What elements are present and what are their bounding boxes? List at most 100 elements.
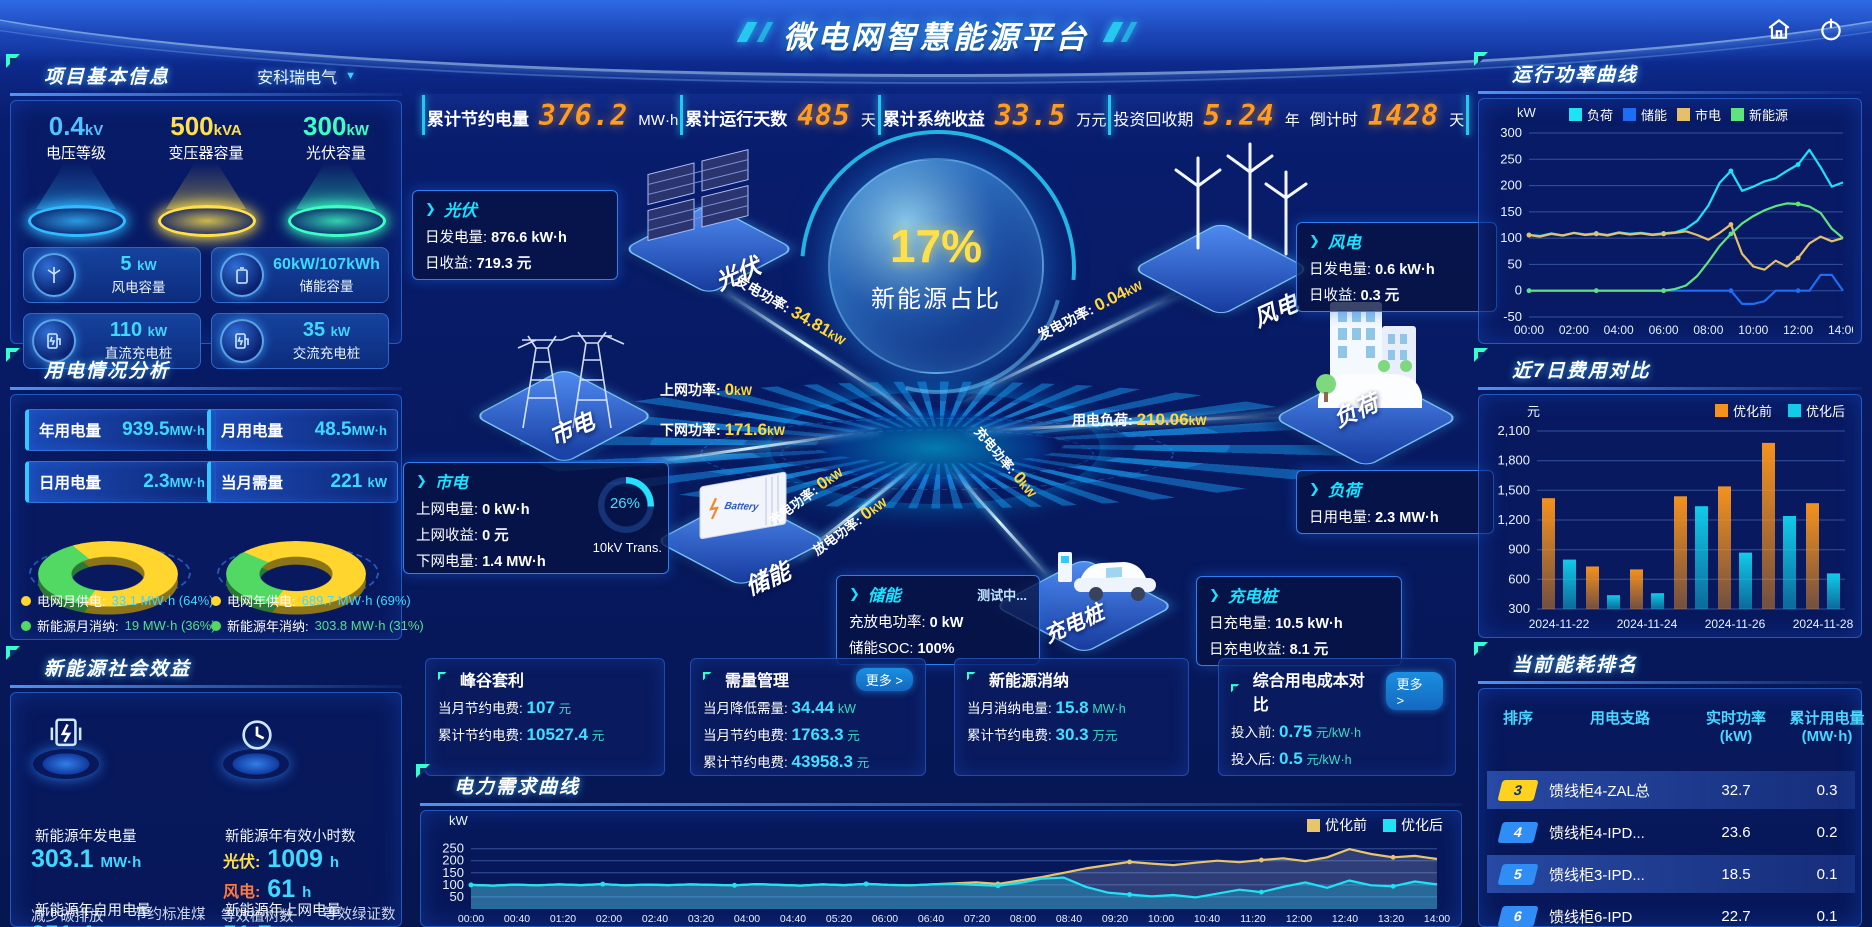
corner-icon <box>416 764 430 778</box>
svg-text:03:20: 03:20 <box>688 913 714 925</box>
svg-text:100: 100 <box>442 877 464 892</box>
kpi-value: 376.2 <box>539 98 629 132</box>
benefit-value: 风电: 61 h <box>223 875 312 903</box>
rank-badge: 6 <box>1497 905 1539 927</box>
kpi-payback: 投资回收期 5.24 年 倒计时 1428 天 <box>1113 99 1464 132</box>
svg-text:00:40: 00:40 <box>504 913 530 925</box>
benefit-label: 节约标准煤 <box>133 907 206 923</box>
svg-text:00:00: 00:00 <box>1514 323 1544 337</box>
svg-text:00:00: 00:00 <box>458 913 484 925</box>
card-new-energy-consumption: 新能源消纳 当月消纳电量: 15.8 MW·h 累计节约电费: 30.3 万元 <box>954 658 1189 776</box>
svg-text:12:00: 12:00 <box>1286 913 1312 925</box>
realtime-power: 22.7 <box>1721 907 1751 925</box>
table-row[interactable]: 3 馈线柜4-ZAL总 32.7 0.3 <box>1487 771 1855 809</box>
company-dropdown[interactable]: 安科瑞电气 ▼ <box>257 64 356 88</box>
panel-header: 电力需求曲线 <box>416 764 1462 806</box>
corner-icon <box>6 54 20 68</box>
svg-text:02:00: 02:00 <box>1559 323 1589 337</box>
kpi-total-income: 累计系统收益 33.5 万元 <box>883 99 1106 132</box>
svg-text:06:00: 06:00 <box>872 913 898 925</box>
svg-text:13:20: 13:20 <box>1378 913 1404 925</box>
benefit-value: 303.1 MW·h <box>31 845 142 873</box>
svg-text:300: 300 <box>1500 125 1522 140</box>
page-title: 微电网智慧能源平台 <box>783 20 1089 55</box>
more-button[interactable]: 更多 > <box>855 667 913 691</box>
y-axis-unit: 元 <box>1527 404 1541 419</box>
kpi-value: 1428 <box>1367 98 1440 132</box>
panel-title: 运行功率曲线 <box>1512 64 1639 86</box>
donut-year-legend: 电网年供电: 689.7 MW·h (69%) 新能源年消纳: 303.8 MW… <box>211 591 424 635</box>
svg-text:200: 200 <box>442 853 464 868</box>
panel-social-benefits: 新能源社会效益 新能源年发电量 303.1 MW·h 新能源年有效小时数 光伏:… <box>6 646 402 927</box>
card-title: 综合用电成本对比 <box>1252 673 1365 714</box>
svg-text:1,500: 1,500 <box>1497 482 1530 497</box>
svg-text:02:00: 02:00 <box>596 913 622 925</box>
svg-text:01:20: 01:20 <box>550 913 576 925</box>
power-icon[interactable] <box>1818 16 1844 42</box>
kpi-unit: MW·h <box>638 111 679 129</box>
svg-text:100: 100 <box>1500 230 1522 245</box>
panel-body: 新能源年发电量 303.1 MW·h 新能源年有效小时数 光伏: 1009 h … <box>10 692 402 927</box>
svg-text:2024-11-26: 2024-11-26 <box>1705 617 1766 631</box>
wind-info-box: ❯ 风电 日发电量: 0.6 kW·h 日收益: 0.3 元 <box>1296 222 1497 312</box>
chevron-right-icon: ❯ <box>1209 587 1220 602</box>
table-rows: 3 馈线柜4-ZAL总 32.7 0.3 4 馈线柜4-IPD... 23.6 0.2 5 馈线柜… <box>1487 771 1855 927</box>
branch-name: 馈线柜4-IPD... <box>1549 824 1645 842</box>
kpi-label: 倒计时 <box>1309 111 1358 129</box>
rank-badge: 4 <box>1497 821 1539 843</box>
panel-body: 年用电量 939.5MW·h 月用电量 48.5MW·h 日用电量 2.3MW·… <box>10 394 424 640</box>
realtime-power: 32.7 <box>1721 781 1751 799</box>
legend-item: 新能源 <box>1731 105 1788 124</box>
svg-text:10:00: 10:00 <box>1148 913 1174 925</box>
svg-text:06:40: 06:40 <box>918 913 944 925</box>
corner-icon <box>703 672 712 681</box>
separator <box>1108 95 1112 135</box>
kpi-value: 485 <box>797 98 851 132</box>
card-title: 新能源消纳 <box>989 673 1070 690</box>
svg-text:08:00: 08:00 <box>1010 913 1036 925</box>
home-icon[interactable] <box>1766 16 1792 42</box>
battery-container-icon: Battery <box>699 471 787 540</box>
transformer-load-gauge <box>598 477 654 533</box>
legend-item: 市电 <box>1677 105 1721 124</box>
stat-voltage-level: 0.4kV 电压等级 <box>17 111 135 239</box>
table-row[interactable]: 5 馈线柜3-IPD... 18.5 0.1 <box>1487 855 1855 893</box>
panel-body: kW 优化前 优化后 50 100 150 200 250 00:00 00:40 01:20 0… <box>420 810 1462 927</box>
donut-year <box>211 507 381 615</box>
kpi-label: 累计运行天数 <box>685 109 788 129</box>
table-row[interactable]: 4 馈线柜4-IPD... 23.6 0.2 <box>1487 813 1855 851</box>
svg-text:50: 50 <box>1508 256 1522 271</box>
chevron-down-icon: ▼ <box>345 70 356 82</box>
generation-icon <box>33 715 99 785</box>
svg-text:04:40: 04:40 <box>780 913 806 925</box>
svg-text:900: 900 <box>1508 542 1530 557</box>
donut-month <box>23 507 193 615</box>
stat-wind-capacity: 5 kW 风电容量 <box>23 247 201 303</box>
card-peak-valley: 峰谷套利 当月节约电费: 107 元 累计节约电费: 10527.4 元 <box>425 658 665 776</box>
kpi-value: 33.5 <box>994 98 1067 132</box>
panel-body: 元 优化前 优化后 300 600 900 1,200 1,500 1,800 2,100 20… <box>1478 394 1862 638</box>
legend-item: 优化后 <box>1787 401 1845 420</box>
svg-text:12:40: 12:40 <box>1332 913 1358 925</box>
buildings-icon <box>1316 302 1422 408</box>
more-button[interactable]: 更多 > <box>1386 672 1443 710</box>
corner-icon <box>967 672 976 681</box>
new-energy-ratio-sphere: 17% 新能源占比 <box>828 158 1044 374</box>
ev-car-icon <box>1058 552 1156 601</box>
svg-text:150: 150 <box>1500 204 1522 219</box>
rank-badge: 5 <box>1497 863 1539 885</box>
svg-text:07:20: 07:20 <box>964 913 990 925</box>
table-row[interactable]: 6 馈线柜6-IPD 22.7 0.1 <box>1487 897 1855 927</box>
donut-month-legend: 电网月供电: 33.1 MW·h (64%) 新能源月消纳: 19 MW·h (… <box>21 591 216 635</box>
col-energy: 累计用电量 (MW·h) <box>1789 710 1865 745</box>
panel-title: 项目基本信息 <box>44 66 171 88</box>
panel-energy-ranking: 当前能耗排名 排序 用电支路 实时功率 (kW) 累计用电量 (MW·h) 3 馈线柜… <box>1474 642 1865 927</box>
benefit-label: 新能源年发电量 <box>35 829 137 845</box>
status-badge: 测试中... <box>977 587 1027 603</box>
card-cost-comparison: 综合用电成本对比 更多 > 投入前: 0.75 元/kW·h 投入后: 0.5 元… <box>1218 658 1456 776</box>
panel-title: 电力需求曲线 <box>454 776 581 798</box>
corner-icon <box>1231 684 1240 693</box>
svg-text:08:00: 08:00 <box>1693 323 1723 337</box>
